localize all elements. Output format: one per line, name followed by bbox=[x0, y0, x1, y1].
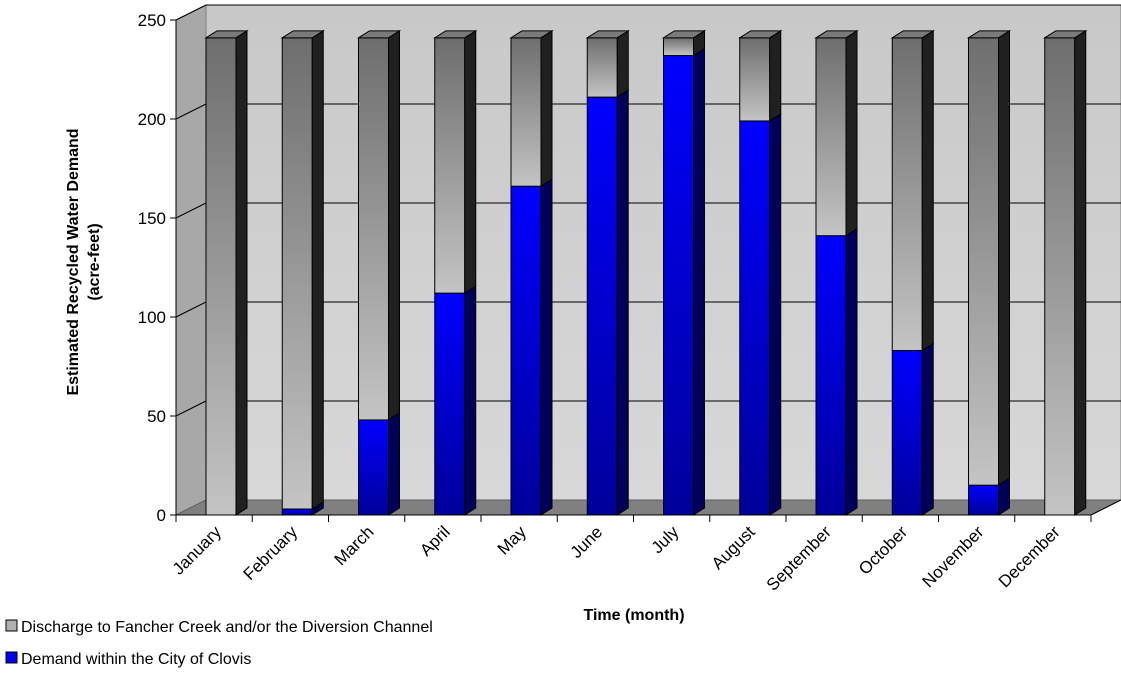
x-tick-label: April bbox=[416, 522, 453, 559]
bar-discharge-side bbox=[999, 31, 1010, 485]
bar-demand bbox=[740, 121, 770, 515]
x-tick-label: November bbox=[919, 522, 988, 591]
bar-stack bbox=[664, 31, 705, 515]
y-tick-label: 50 bbox=[147, 407, 166, 426]
x-tick-label: March bbox=[331, 522, 378, 569]
bar-demand-side bbox=[389, 413, 400, 515]
bar-discharge-side bbox=[312, 31, 323, 509]
bar-stack bbox=[816, 31, 857, 515]
bar-demand bbox=[816, 236, 846, 515]
bar-demand-side bbox=[846, 229, 857, 515]
side-wall bbox=[176, 5, 206, 515]
bar-demand-side bbox=[617, 90, 628, 515]
y-tick-label: 0 bbox=[157, 506, 166, 525]
bar-stack bbox=[740, 31, 781, 515]
bar-discharge bbox=[206, 38, 236, 515]
x-tick-label: June bbox=[567, 522, 607, 562]
x-tick-label: August bbox=[708, 522, 759, 573]
bar-demand-side bbox=[770, 114, 781, 515]
bar-demand bbox=[435, 293, 465, 515]
x-tick-label: October bbox=[855, 522, 911, 578]
bar-discharge bbox=[816, 38, 846, 236]
bar-discharge-side bbox=[389, 31, 400, 420]
legend-item: Demand within the City of Clovis bbox=[6, 651, 251, 668]
bar-discharge bbox=[511, 38, 541, 187]
bar-stack bbox=[359, 31, 400, 515]
bar-stack bbox=[282, 31, 323, 515]
bar-stack bbox=[435, 31, 476, 515]
bar-demand bbox=[587, 97, 617, 515]
x-axis-title: Time (month) bbox=[583, 607, 684, 624]
y-tick-label: 200 bbox=[138, 110, 166, 129]
x-tick-label: July bbox=[648, 522, 683, 557]
x-tick-label: May bbox=[494, 522, 530, 558]
bar-demand bbox=[969, 485, 999, 515]
bar-stack bbox=[892, 31, 933, 515]
bar-discharge bbox=[1045, 38, 1075, 515]
bar-discharge bbox=[587, 38, 617, 97]
y-tick-label: 150 bbox=[138, 209, 166, 228]
bar-demand bbox=[282, 509, 312, 515]
bar-discharge bbox=[282, 38, 312, 509]
bar-demand bbox=[664, 56, 694, 515]
bar-discharge-side bbox=[541, 31, 552, 187]
bar-discharge-side bbox=[846, 31, 857, 236]
y-tick-label: 100 bbox=[138, 308, 166, 327]
bar-discharge-side bbox=[617, 31, 628, 97]
bar-discharge bbox=[435, 38, 465, 293]
bar-stack bbox=[587, 31, 628, 515]
bar-demand-side bbox=[465, 286, 476, 515]
x-tick-label: December bbox=[995, 522, 1064, 591]
x-tick-label: September bbox=[763, 522, 835, 594]
bar-discharge bbox=[359, 38, 389, 420]
bar-stack bbox=[206, 31, 247, 515]
bar-discharge-side bbox=[922, 31, 933, 351]
bar-discharge-side bbox=[465, 31, 476, 293]
bar-stack bbox=[511, 31, 552, 515]
bar-discharge-side bbox=[1075, 31, 1086, 515]
x-tick-label: February bbox=[240, 522, 302, 584]
legend-label: Discharge to Fancher Creek and/or the Di… bbox=[21, 619, 433, 636]
bar-discharge bbox=[969, 38, 999, 485]
bar-demand-side bbox=[541, 179, 552, 515]
y-tick-labels: 0 50 100 150 200 250 bbox=[138, 11, 166, 525]
bar-demand-side bbox=[922, 344, 933, 515]
bar-stack bbox=[969, 31, 1010, 515]
bar-demand-side bbox=[694, 49, 705, 515]
bar-demand-side bbox=[999, 478, 1010, 515]
bar-demand bbox=[511, 186, 541, 515]
legend-swatch bbox=[6, 620, 17, 631]
x-tick-labels: January February March April May June July Augu… bbox=[169, 522, 1064, 595]
bar-discharge bbox=[740, 38, 770, 121]
legend-item: Discharge to Fancher Creek and/or the Di… bbox=[6, 619, 433, 636]
bar-discharge-side bbox=[770, 31, 781, 121]
y-tick-label: 250 bbox=[138, 11, 166, 30]
x-tick-label: January bbox=[169, 522, 226, 579]
bar-stack bbox=[1045, 31, 1086, 515]
y-axis-title-line-2: (acre-feet) bbox=[86, 223, 103, 300]
bar-discharge bbox=[664, 38, 694, 56]
bar-demand bbox=[892, 351, 922, 515]
bar-discharge-side bbox=[236, 31, 247, 515]
legend-swatch bbox=[6, 652, 17, 663]
bar-discharge bbox=[892, 38, 922, 351]
legend: Discharge to Fancher Creek and/or the Di… bbox=[6, 619, 433, 668]
legend-label: Demand within the City of Clovis bbox=[21, 651, 251, 668]
y-axis-title-line-1: Estimated Recycled Water Demand bbox=[65, 128, 82, 395]
bar-demand bbox=[359, 420, 389, 515]
